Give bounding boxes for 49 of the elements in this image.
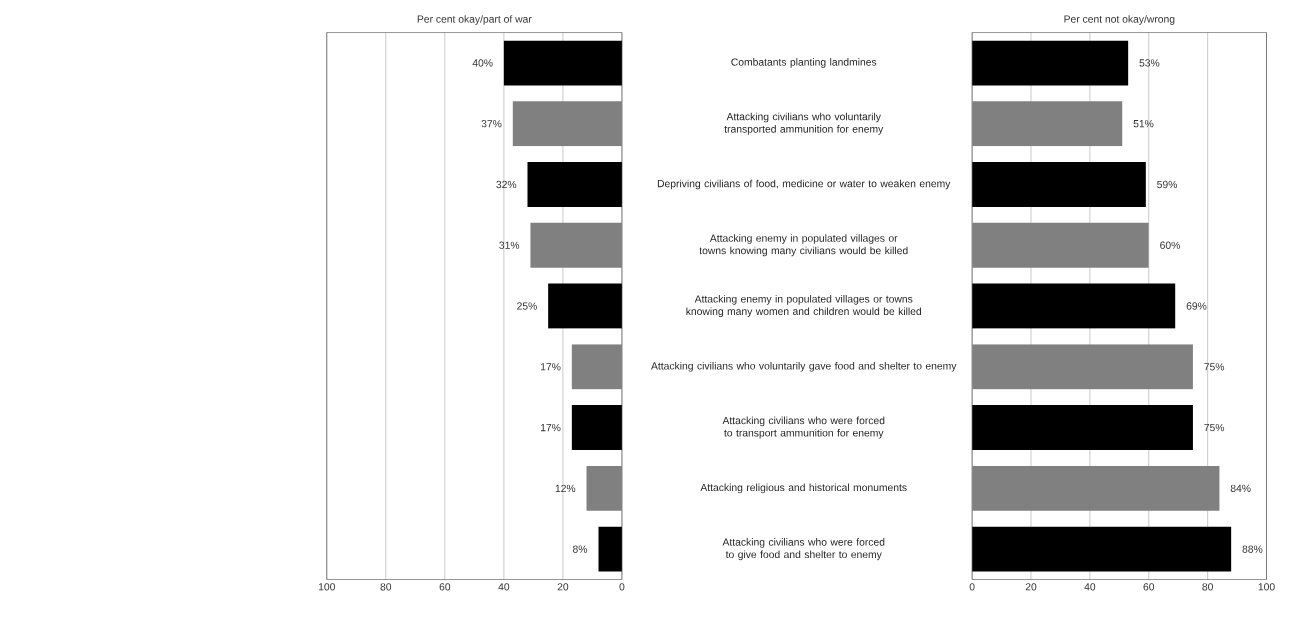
- bar: [972, 101, 1123, 146]
- chart-title: Per cent not okay/wrong: [1064, 14, 1175, 25]
- data-label: 32%: [496, 180, 517, 188]
- x-tick-label: 0: [619, 582, 625, 591]
- bar: [972, 465, 1220, 511]
- data-label: 75%: [1204, 362, 1225, 371]
- bar: [972, 222, 1149, 268]
- data-label: 17%: [541, 423, 561, 431]
- y-tick-label: Attacking enemy in populated villages or towns knowing many civilians would be killed: [699, 234, 908, 257]
- x-tick-label: 60: [439, 582, 451, 591]
- data-label: 31%: [499, 241, 520, 249]
- data-label: 59%: [1157, 180, 1178, 188]
- y-tick-label: Attacking civilians who voluntarily transported ammunition for enemy: [724, 112, 884, 135]
- x-tick-label: 0: [969, 582, 975, 591]
- data-label: 51%: [1133, 119, 1154, 128]
- x-tick-label: 80: [1202, 582, 1213, 591]
- bar: [571, 344, 622, 390]
- bar: [530, 222, 622, 268]
- data-label: 17%: [541, 362, 561, 371]
- y-tick-label: Combatants planting landmines: [731, 57, 877, 68]
- x-tick-label: 100: [318, 582, 335, 591]
- data-label: 12%: [555, 484, 576, 492]
- bar: [972, 344, 1193, 390]
- y-tick-label: Depriving civilians of food, medicine or water to weaken enemy: [657, 179, 951, 190]
- x-tick-label: 40: [1084, 582, 1096, 591]
- data-label: 8%: [572, 545, 588, 553]
- data-label: 88%: [1242, 545, 1263, 553]
- data-label: 53%: [1139, 59, 1160, 67]
- data-label: 69%: [1186, 302, 1207, 310]
- y-tick-label: Attacking religious and historical monuments: [700, 483, 907, 493]
- bar: [586, 465, 622, 511]
- data-label: 75%: [1204, 423, 1225, 431]
- y-tick-label: Attacking civilians who were forced to give food and shelter to enemy: [722, 537, 885, 560]
- data-label: 37%: [481, 119, 502, 128]
- data-label: 60%: [1160, 241, 1180, 249]
- data-label: 40%: [472, 59, 493, 67]
- x-tick-label: 60: [1143, 582, 1155, 591]
- chart-title: Per cent okay/part of war: [417, 14, 532, 25]
- x-tick-label: 20: [557, 582, 569, 591]
- x-tick-label: 40: [498, 582, 510, 591]
- y-tick-label: Attacking civilians who voluntarily gave food and shelter to enemy: [651, 361, 957, 372]
- y-tick-label: Attacking civilians who were forced to transport ammunition for enemy: [722, 416, 885, 439]
- bar: [512, 101, 622, 146]
- data-label: 25%: [517, 302, 537, 310]
- y-tick-label: Attacking enemy in populated villages or towns knowing many women and children would be killed: [686, 294, 922, 317]
- x-tick-label: 80: [380, 582, 392, 591]
- data-label: 84%: [1230, 484, 1251, 492]
- x-tick-label: 20: [1025, 582, 1037, 591]
- x-tick-label: 100: [1258, 582, 1275, 591]
